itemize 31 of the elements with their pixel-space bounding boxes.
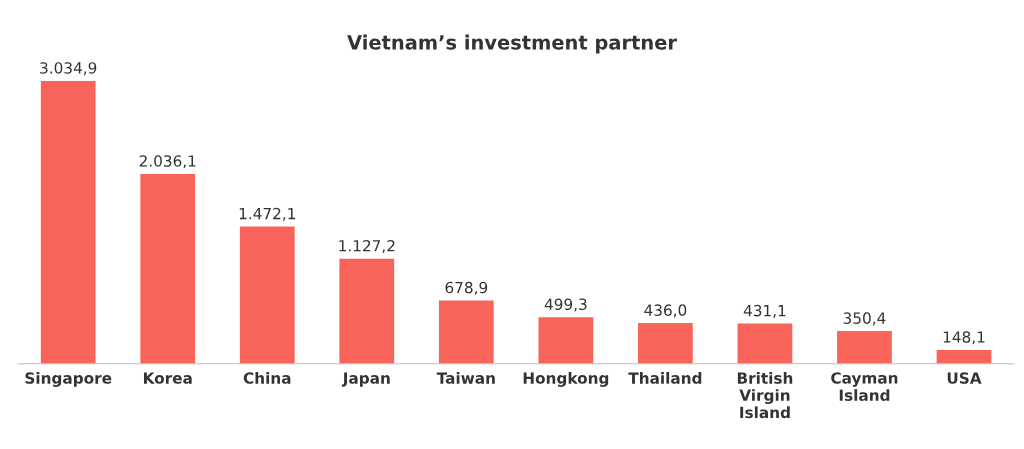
bar	[339, 258, 395, 364]
bar	[40, 80, 96, 364]
x-tick-label: USA	[947, 372, 982, 384]
x-tick-label: Japan	[341, 372, 390, 387]
x-tick-label: British Virgin Island	[737, 372, 793, 419]
bar	[239, 226, 295, 364]
bar	[737, 323, 793, 364]
x-tick-label: Korea	[144, 372, 192, 384]
x-tick-label: Hongkong	[523, 372, 609, 387]
x-tick-label: China	[243, 372, 291, 384]
bar	[140, 173, 196, 364]
bar	[936, 349, 992, 364]
data-label: 678,9	[445, 281, 488, 295]
x-tick-label: Thailand	[628, 372, 702, 384]
chart-title: Vietnam’s investment partner	[347, 34, 677, 54]
x-tick-label: Cayman Island	[831, 372, 898, 401]
bar	[837, 331, 892, 364]
bar	[438, 300, 494, 364]
data-label: 350,4	[843, 312, 886, 326]
data-label: 431,1	[743, 304, 786, 318]
data-label: 2.036,1	[139, 155, 196, 169]
data-label: 1.127,2	[339, 239, 395, 254]
x-tick-label: Taiwan	[436, 372, 495, 384]
x-tick-label: Singapore	[25, 372, 112, 387]
bar	[538, 317, 594, 364]
data-label: 148,1	[943, 331, 985, 345]
data-label: 499,3	[544, 298, 587, 312]
bar	[638, 323, 693, 364]
data-label: 3.034,9	[40, 62, 97, 76]
data-label: 1.472,1	[239, 207, 296, 221]
data-label: 436,0	[644, 304, 687, 318]
